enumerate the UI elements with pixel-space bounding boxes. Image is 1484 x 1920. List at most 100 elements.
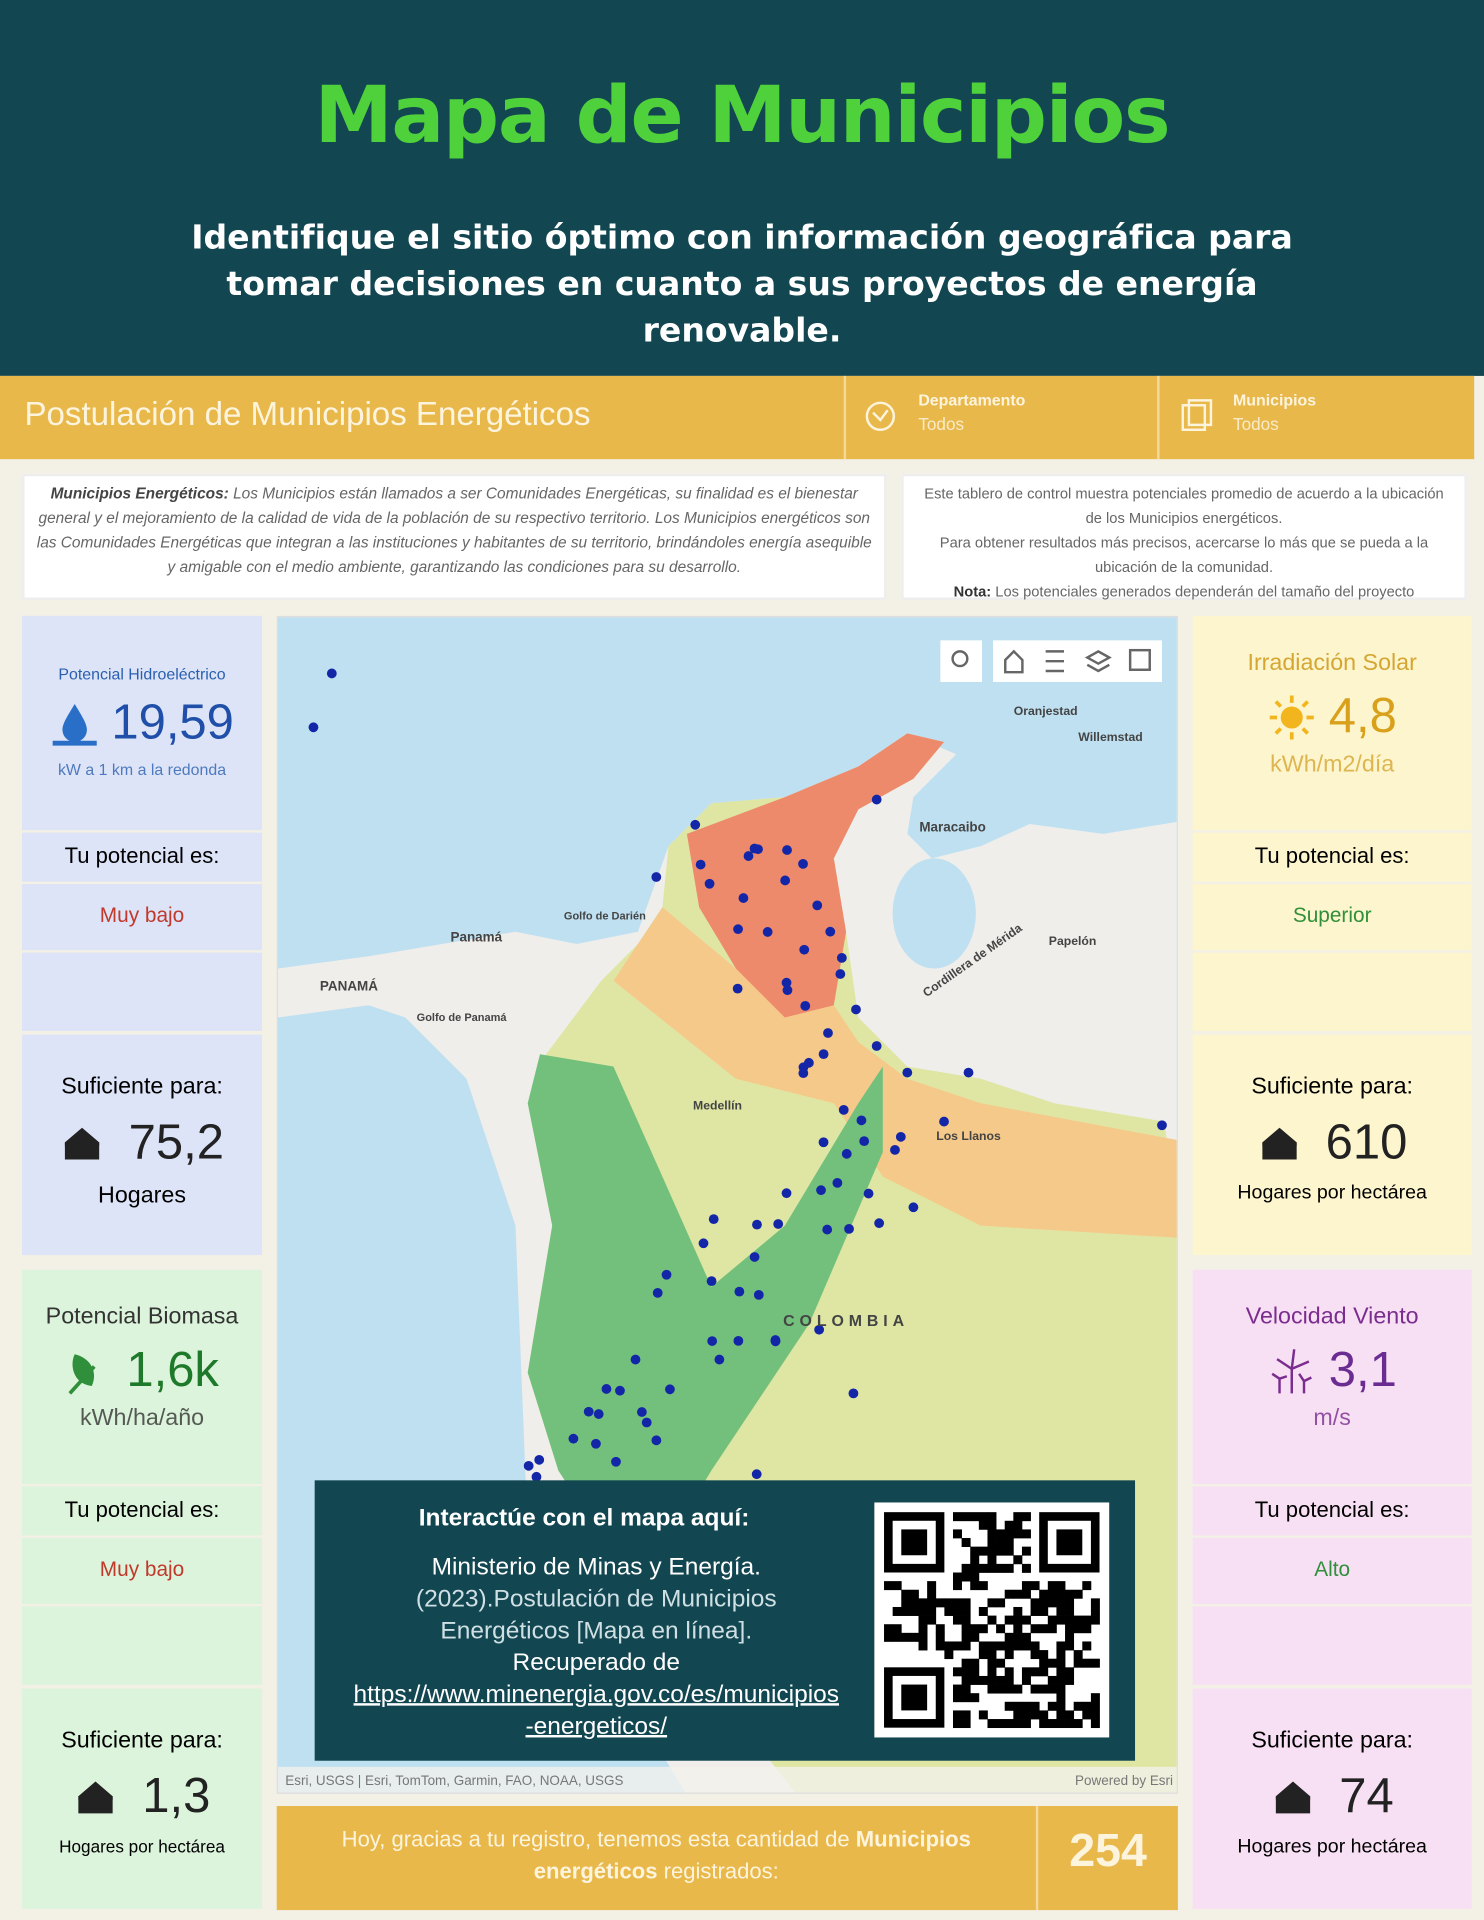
qr-module	[961, 1632, 971, 1642]
point	[531, 1471, 542, 1482]
qr-module	[961, 1658, 971, 1668]
qr-module	[1056, 1615, 1066, 1625]
qr-module	[961, 1598, 971, 1608]
empty-band	[1192, 952, 1472, 1031]
filter-icon	[865, 401, 896, 431]
qr-module	[1021, 1701, 1031, 1711]
level-band: Alto	[1192, 1537, 1472, 1604]
qr-module	[944, 1641, 954, 1651]
metric-unit: kWh/ha/año	[79, 1405, 205, 1432]
qr-module	[996, 1641, 1006, 1651]
homes-row: 74	[1193, 1769, 1472, 1824]
citation-text: (2023).Postulación de Municipios Energét…	[415, 1585, 777, 1645]
map-label: Golfo de Darién	[564, 911, 646, 923]
qr-module	[978, 1624, 988, 1634]
qr-module	[1039, 1598, 1049, 1608]
qr-module	[1065, 1624, 1075, 1634]
metric-unit: kWh/m2/día	[1270, 751, 1395, 778]
qr-module	[970, 1624, 980, 1634]
homes-card: Suficiente para: 74 Hogares por hectárea	[1192, 1688, 1472, 1909]
point	[665, 1384, 675, 1395]
qr-module	[1056, 1606, 1066, 1616]
qr-module	[909, 1589, 919, 1599]
filter-label: Municipios	[1232, 390, 1317, 409]
qr-module	[987, 1667, 997, 1677]
qr-module	[1021, 1581, 1031, 1591]
metric-title: Velocidad Viento	[1245, 1304, 1419, 1330]
qr-module	[970, 1632, 980, 1642]
citation-link[interactable]: https://www.minenergia.gov.co/es/municip…	[353, 1681, 840, 1740]
qr-module	[1004, 1615, 1014, 1625]
qr-module	[935, 1624, 945, 1634]
qr-code[interactable]	[874, 1502, 1110, 1738]
qr-module	[1090, 1658, 1100, 1668]
map-toolbar[interactable]	[940, 640, 1162, 683]
point	[738, 893, 749, 903]
homes-unit: Hogares por hectárea	[1237, 1182, 1427, 1204]
map-label: PANAMÁ	[320, 979, 378, 994]
qr-module	[996, 1658, 1006, 1668]
qr-module	[1073, 1650, 1083, 1660]
level-value: Superior	[1292, 903, 1372, 927]
homes-row: 1,3	[22, 1769, 262, 1824]
qr-module	[918, 1624, 928, 1634]
qr-module	[1004, 1563, 1014, 1573]
qr-module	[1056, 1719, 1066, 1729]
citation-retrieved: Recuperado de	[512, 1649, 681, 1677]
qr-module	[1065, 1667, 1075, 1677]
level-label-band: Tu potencial es:	[1192, 832, 1472, 882]
homes-unit: Hogares	[98, 1182, 186, 1209]
point	[798, 1068, 809, 1079]
qr-module	[1004, 1641, 1014, 1651]
footer-text-part: Hoy, gracias a tu registro, tenemos esta…	[341, 1826, 856, 1852]
point	[568, 1433, 579, 1444]
qr-module	[884, 1632, 894, 1642]
qr-module	[1047, 1581, 1057, 1591]
homes-card: Suficiente para: 75,2 Hogares	[22, 1034, 263, 1256]
qr-module	[987, 1512, 997, 1522]
qr-module	[1056, 1650, 1066, 1660]
qr-module	[1065, 1615, 1075, 1625]
qr-module	[944, 1606, 954, 1616]
divider	[843, 375, 847, 460]
house-icon	[64, 1127, 100, 1159]
level-label-band: Tu potencial es:	[22, 832, 263, 882]
footer: Hoy, gracias a tu registro, tenemos esta…	[276, 1806, 1178, 1911]
filter[interactable]: Departamento Todos	[918, 391, 1025, 434]
qr-module	[1090, 1719, 1100, 1729]
point	[326, 668, 337, 679]
qr-module	[1039, 1684, 1049, 1694]
metric-title: Potencial Biomasa	[45, 1304, 239, 1330]
qr-module	[927, 1581, 937, 1591]
filter[interactable]: Municipios Todos	[1233, 391, 1316, 434]
point	[874, 1218, 885, 1229]
page-title: Mapa de Municipios	[314, 71, 1171, 162]
qr-panel: Interactúe con el mapa aquí: Ministerio …	[314, 1480, 1136, 1761]
qr-module	[1073, 1615, 1083, 1625]
tool-group[interactable]	[993, 640, 1162, 683]
qr-module	[987, 1529, 997, 1539]
qr-module	[935, 1598, 945, 1608]
qr-module	[996, 1684, 1006, 1694]
qr-module	[952, 1693, 962, 1703]
point	[690, 819, 701, 830]
qr-module	[909, 1632, 919, 1642]
point	[871, 1041, 882, 1051]
qr-module	[996, 1675, 1006, 1685]
metric-unit: m/s	[1313, 1405, 1351, 1432]
qr-module	[1039, 1658, 1049, 1668]
qr-module	[1073, 1624, 1083, 1634]
qr-module	[1013, 1529, 1023, 1539]
tool-button[interactable]	[940, 640, 982, 683]
qr-module	[1030, 1624, 1040, 1634]
municipality-points	[308, 668, 1167, 1482]
point	[308, 722, 319, 733]
point	[591, 1438, 601, 1449]
qr-module	[1065, 1675, 1075, 1685]
qr-module	[1030, 1667, 1040, 1677]
qr-module	[1082, 1701, 1092, 1711]
qr-module	[909, 1606, 919, 1616]
qr-module	[1004, 1589, 1014, 1599]
lake	[892, 858, 976, 969]
qr-module	[1073, 1701, 1083, 1711]
